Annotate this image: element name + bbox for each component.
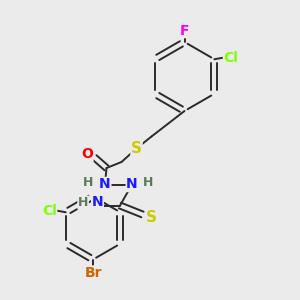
- Text: S: S: [146, 210, 157, 225]
- Text: N: N: [126, 178, 138, 191]
- Text: H: H: [78, 196, 88, 209]
- Text: H: H: [143, 176, 154, 190]
- Text: O: O: [81, 148, 93, 161]
- Text: N: N: [99, 178, 111, 191]
- Text: N: N: [92, 196, 103, 209]
- Text: F: F: [180, 24, 189, 38]
- Text: S: S: [131, 141, 142, 156]
- Text: Cl: Cl: [42, 204, 57, 218]
- Text: Br: Br: [84, 266, 102, 280]
- Text: Cl: Cl: [224, 51, 238, 65]
- Text: H: H: [83, 176, 94, 190]
